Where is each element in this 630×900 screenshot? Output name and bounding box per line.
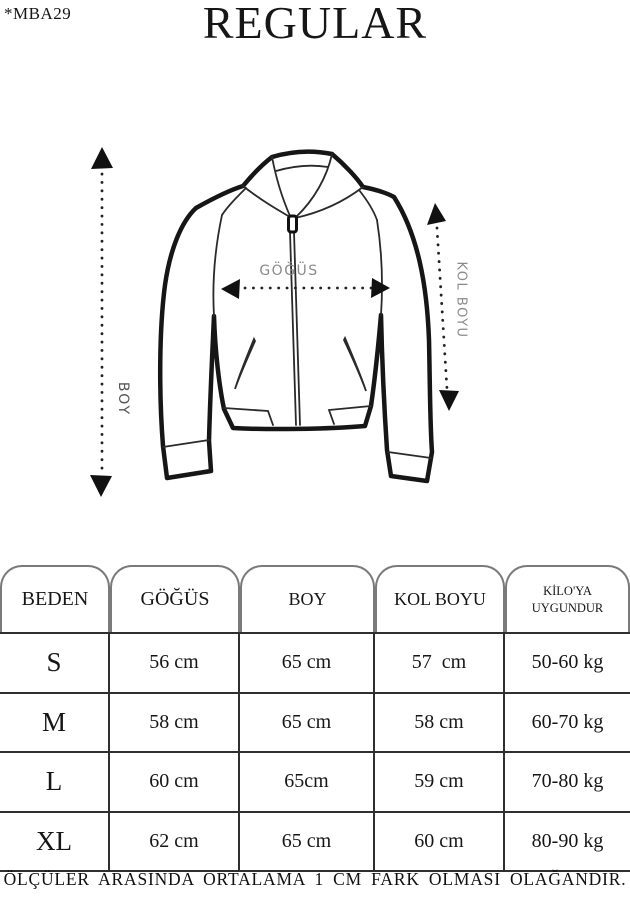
- sleeve-label: KOL BOYU: [453, 261, 469, 339]
- cell-weight: 80-90 kg: [531, 829, 604, 852]
- table-row-l: L 60 cm 65cm 59 cm 70-80 kg: [0, 753, 630, 813]
- column-header-length: BOY: [240, 565, 375, 632]
- table-row-m: M 58 cm 65 cm 58 cm 60-70 kg: [0, 693, 630, 753]
- column-header-label: UYGUNDUR: [531, 600, 604, 615]
- cell-size: L: [0, 753, 110, 811]
- jacket-seams: [162, 153, 432, 459]
- cell-size: S: [0, 634, 110, 692]
- cell-sleeve: 60 cm: [375, 812, 505, 870]
- cell-length: 65 cm: [240, 812, 375, 870]
- cell-length: 65 cm: [240, 634, 375, 692]
- page-title: REGULAR: [202, 0, 428, 48]
- column-header-sleeve: KOL BOYU: [375, 565, 505, 632]
- cell-weight: 50-60 kg: [531, 651, 604, 674]
- size-table-header: BEDEN GÖĞÜS BOY KOL BOYU KİLO'YA UYGUNDU…: [0, 565, 630, 632]
- sleeve-arrow: [427, 203, 459, 411]
- cell-size: M: [0, 693, 110, 751]
- cell-chest: 62 cm: [110, 812, 240, 870]
- column-header-weight: KİLO'YA UYGUNDUR: [505, 565, 630, 632]
- cell-weight: 60-70 kg: [531, 710, 604, 733]
- size-table-body: S 56 cm 65 cm 57 cm 50-60 kg M 58 cm 65 …: [0, 632, 630, 872]
- footnote-text: ÖLÇÜLER ARASINDA ORTALAMA 1 CM FARK OLMA…: [3, 869, 627, 889]
- cell-sleeve: 57 cm: [375, 634, 505, 692]
- cell-chest: 58 cm: [110, 693, 240, 751]
- cell-length: 65cm: [240, 753, 375, 811]
- cell-chest: 56 cm: [110, 634, 240, 692]
- column-header-size: BEDEN: [0, 565, 110, 632]
- column-header-label: KİLO'YA: [543, 584, 592, 599]
- jacket-illustration: [90, 147, 459, 497]
- cell-chest: 60 cm: [110, 753, 240, 811]
- cell-weight: 70-80 kg: [531, 770, 604, 793]
- table-row-xl: XL 62 cm 65 cm 60 cm 80-90 kg: [0, 812, 630, 872]
- cell-sleeve: 58 cm: [375, 693, 505, 751]
- chest-label: GÖĞÜS: [259, 263, 319, 279]
- cell-length: 65 cm: [240, 693, 375, 751]
- cell-sleeve: 59 cm: [375, 753, 505, 811]
- column-header-label: BEDEN: [21, 588, 89, 610]
- column-header-chest: GÖĞÜS: [110, 565, 240, 632]
- cell-size: XL: [0, 812, 110, 870]
- zipper-pull: [287, 214, 298, 234]
- product-code: *MBA29: [4, 4, 72, 23]
- height-label: BOY: [115, 381, 131, 417]
- column-header-label: BOY: [288, 589, 327, 609]
- column-header-label: KOL BOYU: [394, 589, 486, 609]
- column-header-label: GÖĞÜS: [140, 588, 210, 610]
- height-arrow: [90, 147, 113, 497]
- size-table: BEDEN GÖĞÜS BOY KOL BOYU KİLO'YA UYGUNDU…: [0, 565, 630, 872]
- table-row-s: S 56 cm 65 cm 57 cm 50-60 kg: [0, 634, 630, 694]
- chest-arrow: [221, 278, 390, 299]
